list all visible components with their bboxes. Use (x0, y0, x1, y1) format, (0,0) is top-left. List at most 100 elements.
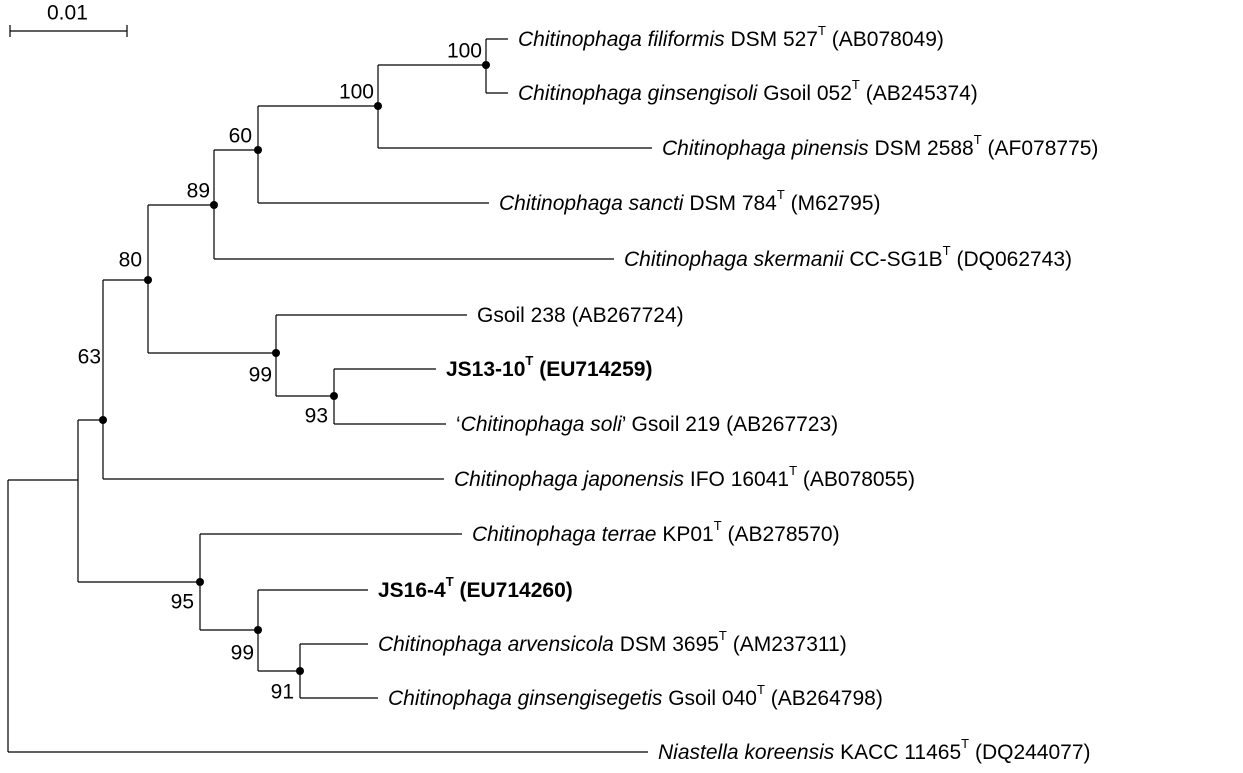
node-marker (482, 61, 490, 69)
strain-name: Gsoil 238 (477, 304, 566, 327)
strain-name: KACC 11465 (840, 741, 961, 764)
node-marker (254, 626, 262, 634)
taxon-label-arvensicola: Chitinophaga arvensicola DSM 3695T (AM23… (378, 628, 847, 656)
node-marker (330, 392, 338, 400)
node-markers (99, 61, 490, 675)
type-strain-mark: T (943, 243, 951, 258)
accession-number: (AB245374) (866, 82, 978, 105)
type-strain-mark: T (852, 77, 860, 92)
species-epithet: japonensis (581, 468, 685, 491)
species-epithet: ginsengisegetis (518, 687, 663, 710)
accession-number: (AB264798) (771, 687, 883, 710)
accession-number: (EU714259) (539, 358, 652, 381)
accession-number: (M62795) (791, 192, 881, 215)
taxon-label-ginsengisegetis: Chitinophaga ginsengisegetis Gsoil 040T … (388, 682, 883, 710)
node-marker (144, 276, 152, 284)
genus-name: Chitinophaga (378, 633, 502, 656)
genus-name: Chitinophaga (472, 523, 596, 546)
accession-number: (DQ062743) (956, 248, 1072, 271)
species-epithet: filiformis (648, 28, 725, 51)
species-epithet: koreensis (744, 741, 834, 764)
species-epithet: sancti (629, 192, 685, 215)
species-epithet: terrae (602, 523, 657, 546)
bootstrap-value: 99 (231, 642, 254, 665)
bootstrap-value: 100 (339, 81, 374, 104)
strain-name: Gsoil 040 (668, 687, 757, 710)
bootstrap-value: 63 (78, 346, 101, 369)
type-strain-mark: T (789, 463, 797, 478)
species-epithet: skermanii (754, 248, 845, 271)
taxon-label-filiformis: Chitinophaga filiformis DSM 527T (AB0780… (518, 23, 944, 51)
bootstrap-value: 95 (171, 591, 194, 614)
type-strain-mark: T (974, 132, 982, 147)
type-strain-mark: T (525, 353, 533, 368)
node-marker (254, 146, 262, 154)
taxon-label-terrae: Chitinophaga terrae KP01T (AB278570) (472, 518, 840, 546)
node-marker (99, 416, 107, 424)
accession-number: (EU714260) (460, 579, 573, 602)
strain-name: Gsoil 052 (763, 82, 852, 105)
genus-name: Niastella (658, 741, 739, 764)
type-strain-mark: T (757, 682, 765, 697)
genus-name: Chitinophaga (388, 687, 512, 710)
type-strain-mark: T (714, 518, 722, 533)
species-epithet: ginsengisoli (648, 82, 759, 105)
bootstrap-value: 99 (249, 364, 272, 387)
taxon-label-js13: JS13-10T (EU714259) (446, 353, 652, 381)
node-marker (196, 578, 204, 586)
strain-name: KP01 (662, 523, 713, 546)
accession-number: (AB278570) (727, 523, 839, 546)
strain-name: DSM 3695 (620, 633, 719, 656)
strain-name: JS13-10 (446, 358, 525, 381)
species-epithet: arvensicola (508, 633, 614, 656)
strain-name: DSM 2588 (875, 137, 974, 160)
genus-name: Chitinophaga (499, 192, 623, 215)
bootstrap-values: 100 100 60 89 80 63 99 93 95 99 91 (78, 40, 482, 704)
genus-name: Chitinophaga (662, 137, 786, 160)
accession-number: (AM237311) (733, 633, 847, 656)
node-marker (210, 201, 218, 209)
genus-name: Chitinophaga (518, 82, 642, 105)
type-strain-mark: T (446, 574, 454, 589)
type-strain-mark: T (818, 23, 826, 38)
type-strain-mark: T (961, 736, 969, 751)
bootstrap-value: 91 (271, 681, 294, 704)
scale-bar: 0.01 (9, 2, 128, 37)
type-strain-mark: T (719, 628, 727, 643)
strain-name: DSM 527 (730, 28, 818, 51)
taxon-label-js16: JS16-4T (EU714260) (378, 574, 573, 602)
taxon-label-japonensis: Chitinophaga japonensis IFO 16041T (AB07… (454, 463, 915, 491)
genus-name: Chitinophaga (518, 28, 642, 51)
strain-name: DSM 784 (689, 192, 777, 215)
taxon-labels: Chitinophaga filiformis DSM 527T (AB0780… (378, 23, 1098, 764)
species-name: Chitinophaga soli (461, 413, 623, 436)
bootstrap-value: 89 (187, 180, 210, 203)
strain-name: IFO 16041 (690, 468, 789, 491)
node-marker (374, 102, 382, 110)
genus-name: Chitinophaga (454, 468, 578, 491)
accession-number: (DQ244077) (975, 741, 1091, 764)
strain-name: Gsoil 219 (632, 413, 721, 436)
accession-number: (AF078775) (988, 137, 1099, 160)
bootstrap-value: 93 (305, 405, 328, 428)
accession-number: (AB078055) (803, 468, 915, 491)
accession-number: (AB078049) (832, 28, 944, 51)
taxon-label-skermanii: Chitinophaga skermanii CC-SG1BT (DQ06274… (624, 243, 1072, 271)
node-marker (272, 349, 280, 357)
scale-bar-label: 0.01 (47, 2, 88, 25)
bootstrap-value: 80 (119, 249, 142, 272)
genus-name: Chitinophaga (624, 248, 748, 271)
species-epithet: pinensis (791, 137, 870, 160)
bootstrap-value: 60 (229, 125, 252, 148)
taxon-label-soli: ‘Chitinophaga soli’ Gsoil 219 (AB267723) (456, 413, 838, 436)
strain-name: JS16-4 (378, 579, 446, 602)
accession-number: (AB267724) (572, 304, 684, 327)
taxon-label-ginsengisoli: Chitinophaga ginsengisoli Gsoil 052T (AB… (518, 77, 978, 105)
taxon-label-sancti: Chitinophaga sancti DSM 784T (M62795) (499, 187, 881, 215)
taxon-label-koreensis: Niastella koreensis KACC 11465T (DQ24407… (658, 736, 1091, 764)
accession-number: (AB267723) (726, 413, 838, 436)
type-strain-mark: T (777, 187, 785, 202)
strain-name: CC-SG1B (849, 248, 942, 271)
taxon-label-gsoil238: Gsoil 238 (AB267724) (477, 304, 684, 327)
